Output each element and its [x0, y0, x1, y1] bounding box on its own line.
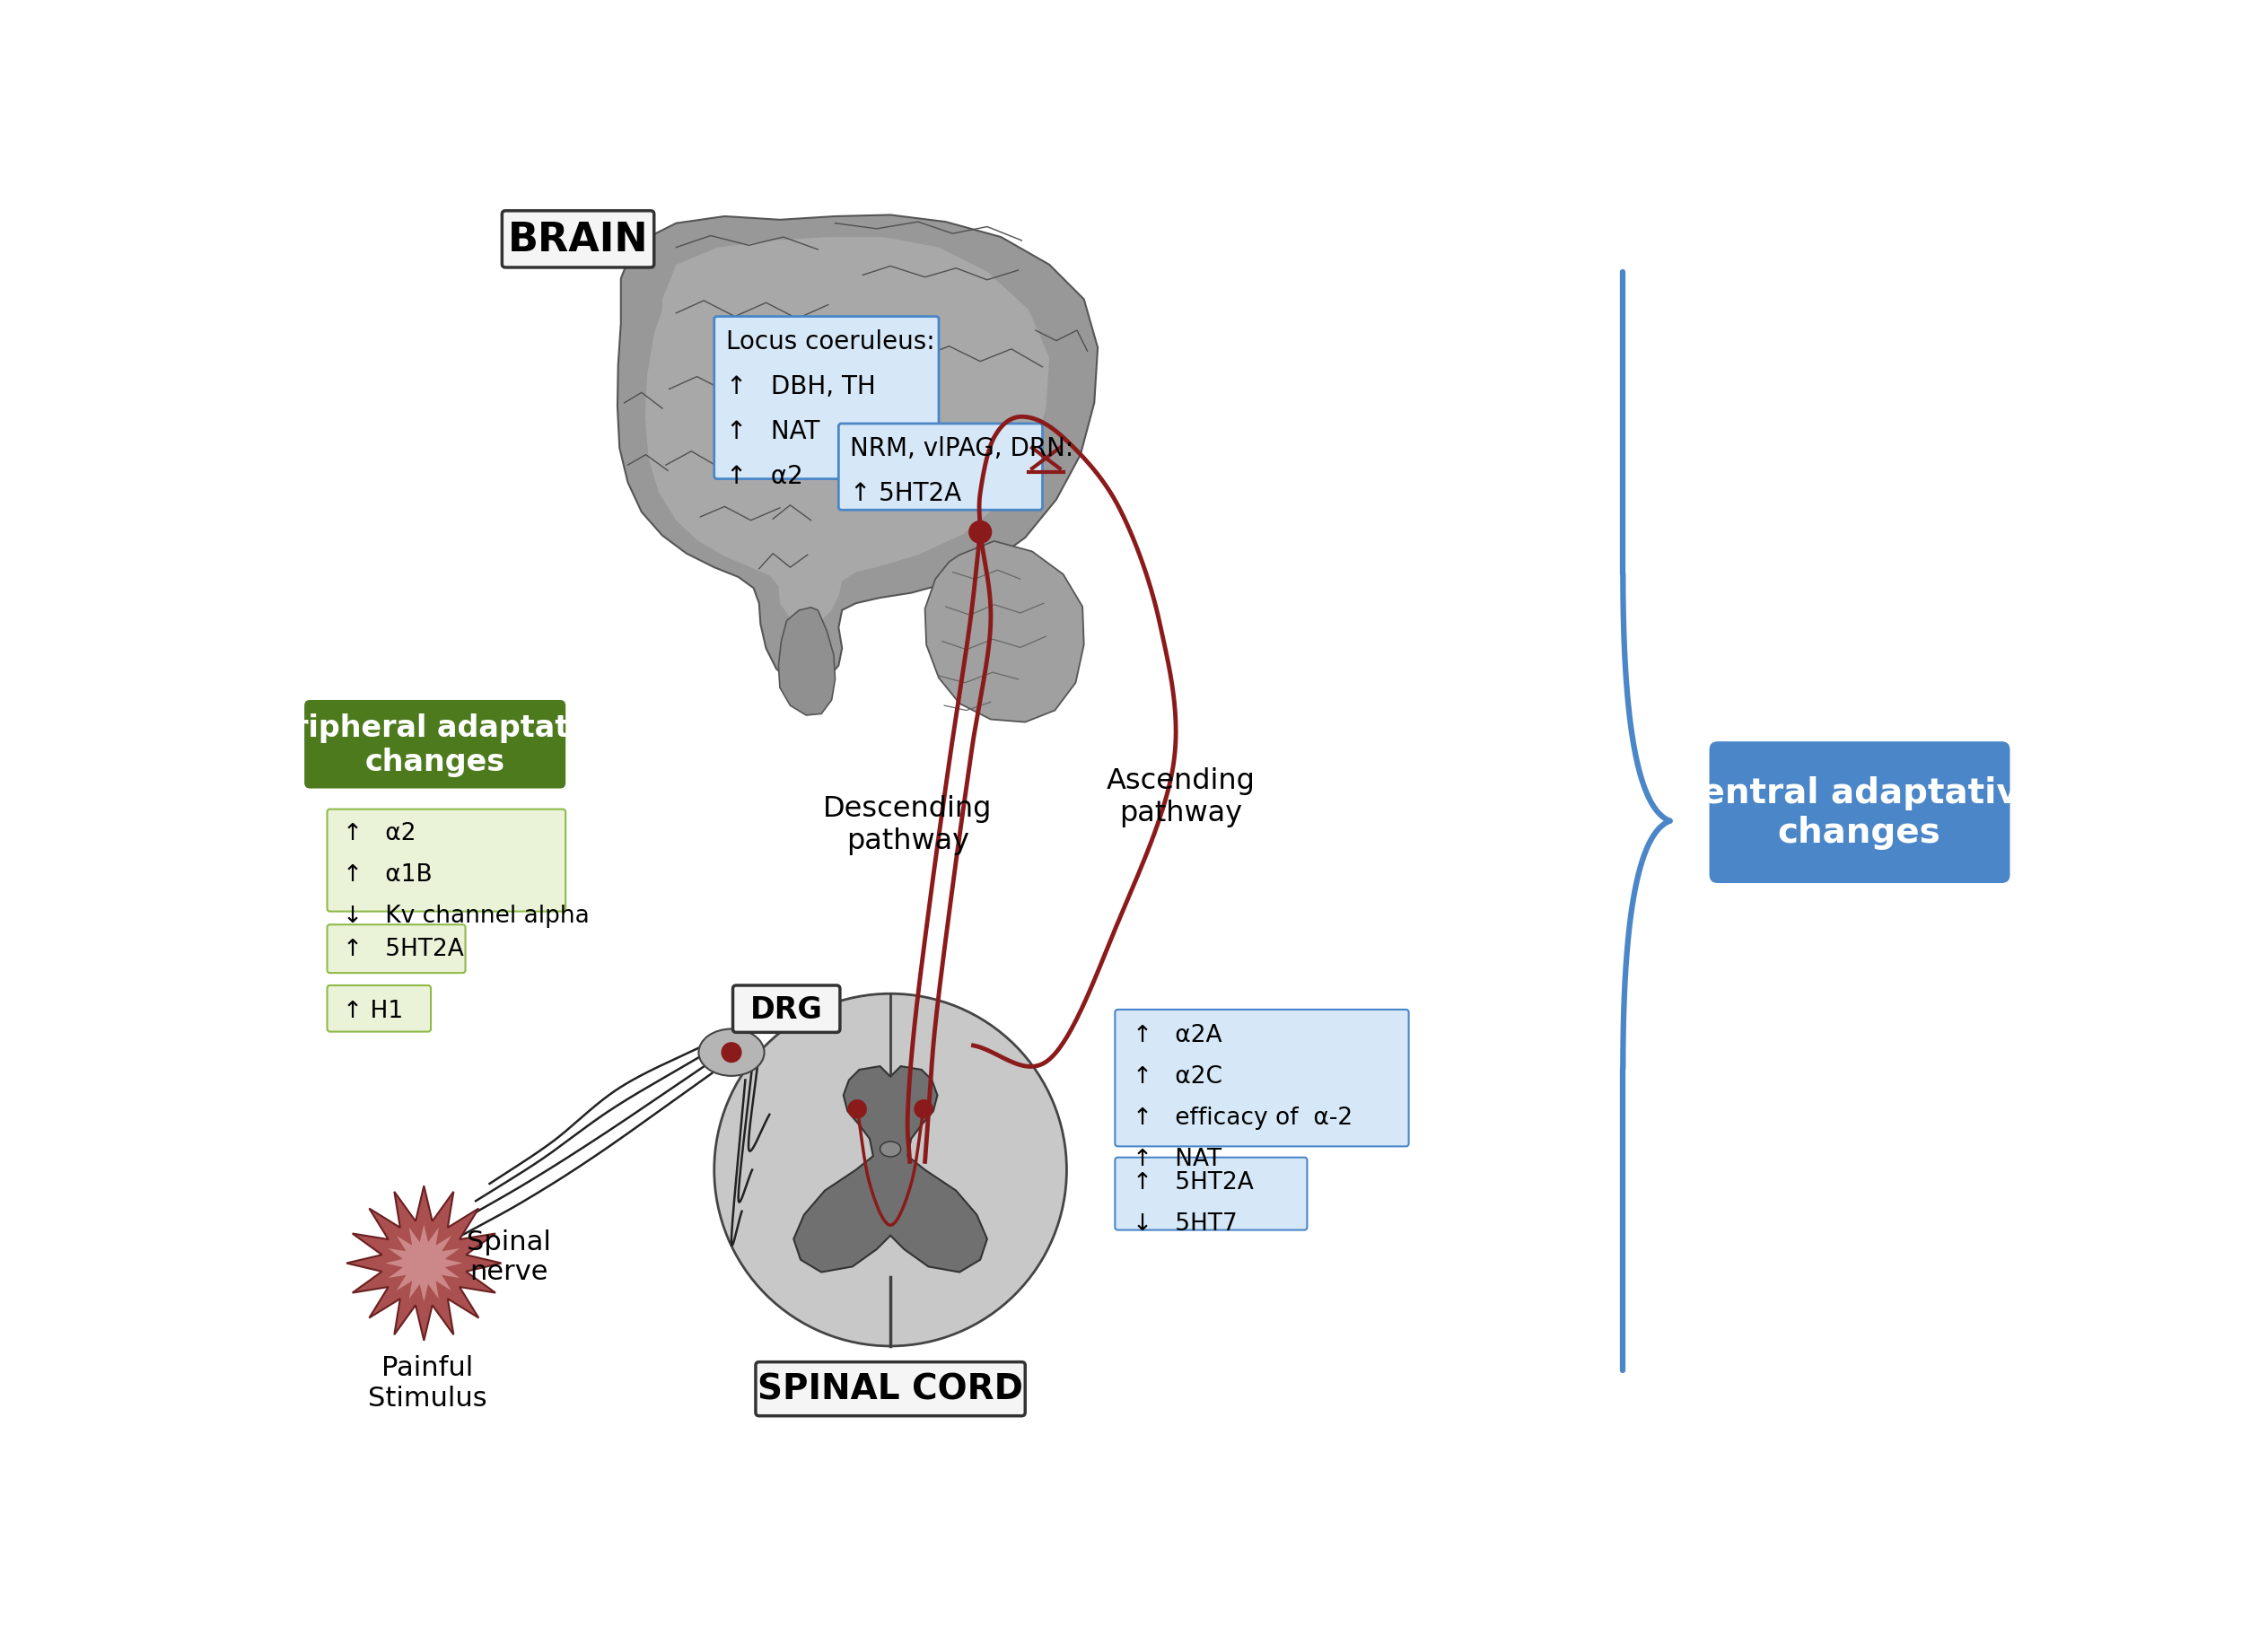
FancyBboxPatch shape	[1116, 1158, 1306, 1230]
FancyBboxPatch shape	[1710, 741, 2009, 883]
Text: NRM, vlPAG, DRN:
↑ 5HT2A: NRM, vlPAG, DRN: ↑ 5HT2A	[850, 435, 1075, 506]
Text: ↑   5HT2A
↓   5HT7: ↑ 5HT2A ↓ 5HT7	[1132, 1170, 1254, 1235]
Text: SPINAL CORD: SPINAL CORD	[758, 1373, 1023, 1405]
Text: DRG: DRG	[751, 995, 823, 1024]
Text: Spinal
nerve: Spinal nerve	[467, 1229, 551, 1284]
Ellipse shape	[880, 1142, 900, 1157]
Circle shape	[914, 1099, 932, 1119]
Text: Descending
pathway: Descending pathway	[823, 795, 991, 854]
Text: Peripheral adaptative
changes: Peripheral adaptative changes	[252, 713, 619, 777]
FancyBboxPatch shape	[714, 317, 939, 479]
Polygon shape	[617, 216, 1098, 687]
Polygon shape	[386, 1225, 463, 1302]
Text: ↑   α2A
↑   α2C
↑   efficacy of  α-2
↑   NAT: ↑ α2A ↑ α2C ↑ efficacy of α-2 ↑ NAT	[1132, 1022, 1352, 1170]
Ellipse shape	[699, 1029, 764, 1076]
Text: Ascending
pathway: Ascending pathway	[1107, 767, 1254, 828]
FancyBboxPatch shape	[755, 1363, 1025, 1417]
Circle shape	[721, 1042, 742, 1063]
FancyBboxPatch shape	[501, 211, 653, 268]
FancyBboxPatch shape	[327, 924, 465, 973]
Text: Painful
Stimulus: Painful Stimulus	[367, 1355, 488, 1410]
FancyBboxPatch shape	[304, 700, 565, 789]
Circle shape	[848, 1099, 866, 1119]
Polygon shape	[778, 609, 835, 715]
Polygon shape	[347, 1186, 501, 1342]
Text: ↑   5HT2A: ↑ 5HT2A	[342, 937, 465, 960]
Text: BRAIN: BRAIN	[508, 221, 649, 258]
Polygon shape	[925, 542, 1084, 723]
FancyBboxPatch shape	[839, 424, 1043, 510]
Circle shape	[714, 995, 1066, 1346]
Polygon shape	[644, 237, 1050, 627]
Polygon shape	[794, 1067, 987, 1273]
Circle shape	[968, 520, 991, 545]
FancyBboxPatch shape	[327, 987, 431, 1032]
Text: ↑   α2
↑   α1B
↓   Kv channel alpha: ↑ α2 ↑ α1B ↓ Kv channel alpha	[342, 821, 590, 928]
Text: Central adaptative
changes: Central adaptative changes	[1676, 777, 2043, 849]
Text: ↑ H1: ↑ H1	[342, 1000, 404, 1022]
FancyBboxPatch shape	[327, 810, 565, 911]
FancyBboxPatch shape	[1116, 1009, 1408, 1147]
FancyBboxPatch shape	[733, 987, 839, 1032]
Text: Locus coeruleus:
↑   DBH, TH
↑   NAT
↑   α2: Locus coeruleus: ↑ DBH, TH ↑ NAT ↑ α2	[726, 329, 934, 489]
